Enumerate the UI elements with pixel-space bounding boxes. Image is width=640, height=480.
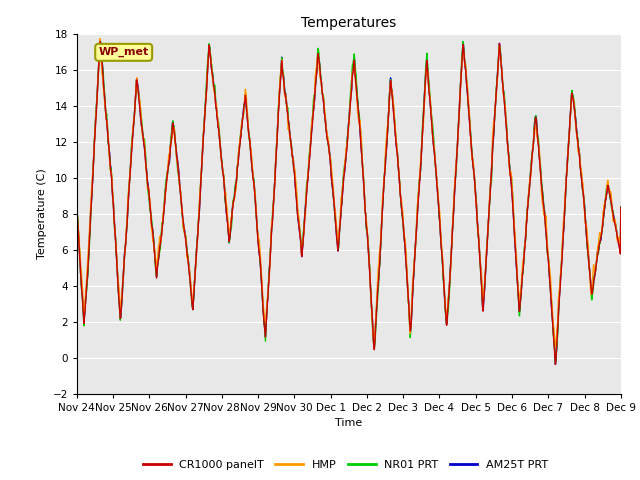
CR1000 panelT xyxy=(434,188,442,193)
Line: HMP: HMP xyxy=(77,39,621,347)
Title: Temperatures: Temperatures xyxy=(301,16,396,30)
AM25T PRT xyxy=(255,249,263,255)
CR1000 panelT xyxy=(553,340,561,346)
HMP xyxy=(505,153,513,159)
Legend: CR1000 panelT, HMP, NR01 PRT, AM25T PRT: CR1000 panelT, HMP, NR01 PRT, AM25T PRT xyxy=(138,456,553,474)
HMP xyxy=(434,183,442,189)
HMP xyxy=(97,36,104,42)
NR01 PRT xyxy=(553,342,561,348)
NR01 PRT xyxy=(255,247,263,252)
CR1000 panelT xyxy=(552,361,559,367)
CR1000 panelT xyxy=(181,231,189,237)
X-axis label: Time: Time xyxy=(335,418,362,428)
NR01 PRT xyxy=(181,231,189,237)
AM25T PRT xyxy=(434,187,442,192)
Line: AM25T PRT: AM25T PRT xyxy=(77,41,621,364)
CR1000 panelT xyxy=(97,39,104,45)
NR01 PRT xyxy=(552,359,559,365)
AM25T PRT xyxy=(505,150,513,156)
AM25T PRT xyxy=(553,341,561,347)
AM25T PRT xyxy=(73,204,81,209)
CR1000 panelT xyxy=(255,249,263,255)
NR01 PRT xyxy=(617,204,625,209)
Text: WP_met: WP_met xyxy=(99,47,149,58)
AM25T PRT xyxy=(181,230,189,236)
NR01 PRT xyxy=(73,201,81,207)
CR1000 panelT xyxy=(195,225,202,231)
HMP xyxy=(255,236,263,242)
HMP xyxy=(553,326,561,332)
AM25T PRT xyxy=(552,361,559,367)
CR1000 panelT xyxy=(505,152,513,157)
NR01 PRT xyxy=(97,38,104,44)
AM25T PRT xyxy=(195,223,202,229)
Line: CR1000 panelT: CR1000 panelT xyxy=(77,42,621,364)
AM25T PRT xyxy=(97,38,104,44)
NR01 PRT xyxy=(195,224,202,229)
HMP xyxy=(552,344,559,349)
HMP xyxy=(195,224,202,229)
Line: NR01 PRT: NR01 PRT xyxy=(77,41,621,362)
NR01 PRT xyxy=(505,149,513,155)
NR01 PRT xyxy=(434,186,442,192)
CR1000 panelT xyxy=(73,203,81,209)
CR1000 panelT xyxy=(617,204,625,210)
Y-axis label: Temperature (C): Temperature (C) xyxy=(37,168,47,259)
HMP xyxy=(617,209,625,215)
HMP xyxy=(181,230,189,236)
HMP xyxy=(73,205,81,211)
AM25T PRT xyxy=(617,204,625,210)
